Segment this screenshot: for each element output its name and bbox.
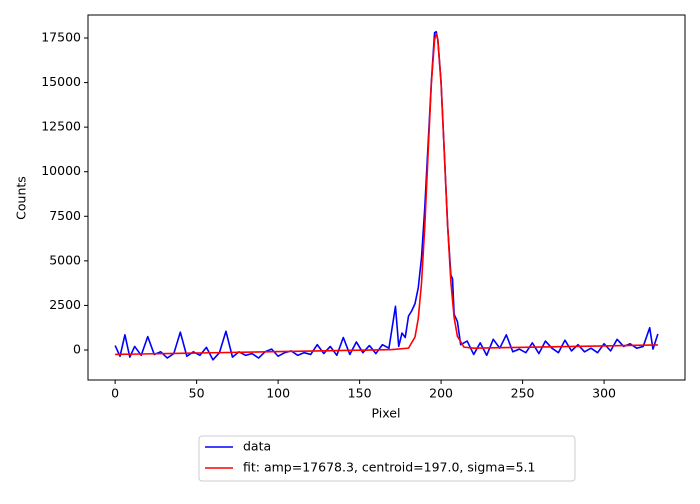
plot-frame (87, 14, 686, 381)
y-tick-label: 7500 (49, 208, 81, 223)
y-tick-label: 2500 (49, 297, 81, 312)
x-tick-label: 250 (511, 386, 535, 401)
y-tick-label: 15000 (41, 74, 81, 89)
series-line (115, 32, 658, 356)
y-axis-label: Counts (14, 176, 29, 220)
x-tick-label: 300 (592, 386, 616, 401)
x-tick-label: 150 (348, 386, 372, 401)
y-tick-label: 17500 (41, 29, 81, 44)
legend-label: fit: amp=17678.3, centroid=197.0, sigma=… (243, 460, 535, 475)
x-tick-label: 100 (266, 386, 290, 401)
x-axis-label: Pixel (372, 406, 401, 421)
legend-box (198, 435, 576, 482)
x-tick-label: 200 (429, 386, 453, 401)
y-tick-label: 12500 (41, 119, 81, 134)
series-line (114, 30, 659, 361)
x-tick-label: 50 (189, 386, 205, 401)
legend-label: data (243, 439, 271, 454)
y-tick-label: 10000 (41, 163, 81, 178)
x-tick-label: 0 (111, 386, 119, 401)
y-tick-label: 5000 (49, 252, 81, 267)
y-tick-label: 0 (73, 341, 81, 356)
